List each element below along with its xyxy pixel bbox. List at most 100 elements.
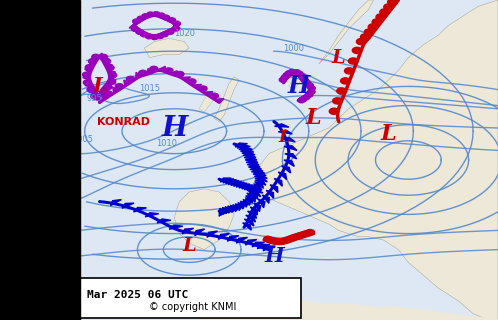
- Circle shape: [156, 34, 163, 39]
- Polygon shape: [298, 97, 303, 102]
- Circle shape: [151, 35, 158, 40]
- Circle shape: [279, 77, 286, 82]
- Polygon shape: [250, 207, 257, 215]
- Polygon shape: [250, 188, 262, 192]
- Polygon shape: [253, 172, 266, 176]
- Polygon shape: [143, 33, 151, 37]
- Circle shape: [280, 238, 289, 243]
- Polygon shape: [96, 53, 103, 58]
- Circle shape: [139, 70, 147, 76]
- Circle shape: [267, 237, 275, 243]
- Polygon shape: [247, 193, 255, 200]
- Circle shape: [337, 88, 346, 94]
- Polygon shape: [109, 76, 116, 81]
- Polygon shape: [243, 199, 249, 207]
- Polygon shape: [214, 77, 239, 122]
- Circle shape: [161, 32, 168, 37]
- Polygon shape: [296, 74, 304, 77]
- Circle shape: [172, 27, 179, 31]
- Polygon shape: [226, 206, 231, 214]
- Polygon shape: [319, 0, 374, 64]
- Polygon shape: [254, 0, 498, 320]
- Circle shape: [282, 237, 290, 243]
- Circle shape: [274, 239, 282, 244]
- Circle shape: [87, 87, 95, 92]
- Polygon shape: [307, 86, 315, 90]
- Polygon shape: [147, 12, 152, 18]
- Polygon shape: [169, 225, 183, 229]
- Circle shape: [109, 73, 117, 78]
- Circle shape: [293, 70, 300, 74]
- Polygon shape: [99, 91, 107, 96]
- Circle shape: [131, 27, 138, 31]
- Polygon shape: [251, 170, 265, 173]
- Circle shape: [100, 54, 108, 59]
- Polygon shape: [248, 196, 253, 203]
- Polygon shape: [92, 57, 99, 62]
- Circle shape: [300, 76, 307, 80]
- Circle shape: [345, 68, 354, 74]
- Circle shape: [329, 108, 339, 114]
- Circle shape: [103, 59, 111, 64]
- Circle shape: [83, 72, 90, 77]
- Circle shape: [165, 68, 173, 73]
- Polygon shape: [223, 206, 228, 214]
- Circle shape: [173, 21, 180, 26]
- Polygon shape: [181, 77, 190, 81]
- Polygon shape: [85, 69, 92, 74]
- Polygon shape: [284, 160, 294, 166]
- Polygon shape: [238, 203, 243, 211]
- Polygon shape: [289, 74, 304, 90]
- Polygon shape: [239, 184, 250, 188]
- Polygon shape: [281, 166, 291, 173]
- Polygon shape: [255, 180, 266, 185]
- Circle shape: [372, 19, 381, 25]
- Polygon shape: [245, 186, 255, 190]
- Circle shape: [176, 72, 184, 77]
- Text: L: L: [306, 108, 322, 129]
- Polygon shape: [297, 97, 303, 102]
- Polygon shape: [101, 86, 108, 92]
- Polygon shape: [278, 130, 292, 134]
- Polygon shape: [249, 188, 260, 191]
- Circle shape: [298, 74, 305, 78]
- Polygon shape: [174, 294, 498, 320]
- Polygon shape: [102, 94, 108, 100]
- Polygon shape: [254, 175, 267, 179]
- Polygon shape: [246, 161, 259, 165]
- Polygon shape: [246, 196, 255, 202]
- Polygon shape: [108, 70, 116, 74]
- Polygon shape: [262, 195, 269, 203]
- Polygon shape: [229, 205, 234, 213]
- Polygon shape: [286, 72, 292, 77]
- Polygon shape: [246, 215, 255, 222]
- Circle shape: [91, 94, 99, 99]
- Polygon shape: [247, 187, 258, 191]
- Circle shape: [277, 239, 285, 244]
- Text: L: L: [182, 237, 196, 255]
- Polygon shape: [170, 21, 178, 25]
- Circle shape: [272, 239, 281, 244]
- Circle shape: [380, 9, 389, 15]
- Text: 1000: 1000: [283, 44, 304, 53]
- Text: 1005: 1005: [72, 135, 93, 144]
- Circle shape: [364, 29, 374, 35]
- Polygon shape: [147, 68, 153, 75]
- Polygon shape: [101, 58, 109, 62]
- Circle shape: [302, 78, 309, 83]
- Circle shape: [275, 239, 284, 244]
- Circle shape: [298, 232, 307, 237]
- Polygon shape: [284, 146, 297, 150]
- Circle shape: [108, 79, 116, 84]
- Polygon shape: [300, 78, 308, 82]
- Circle shape: [104, 91, 112, 96]
- Polygon shape: [304, 84, 312, 87]
- Polygon shape: [207, 231, 218, 237]
- Polygon shape: [226, 180, 237, 184]
- Circle shape: [136, 29, 143, 34]
- Circle shape: [289, 69, 296, 74]
- Bar: [80, 0, 498, 320]
- Circle shape: [361, 34, 370, 40]
- Polygon shape: [309, 88, 315, 92]
- Circle shape: [83, 80, 91, 85]
